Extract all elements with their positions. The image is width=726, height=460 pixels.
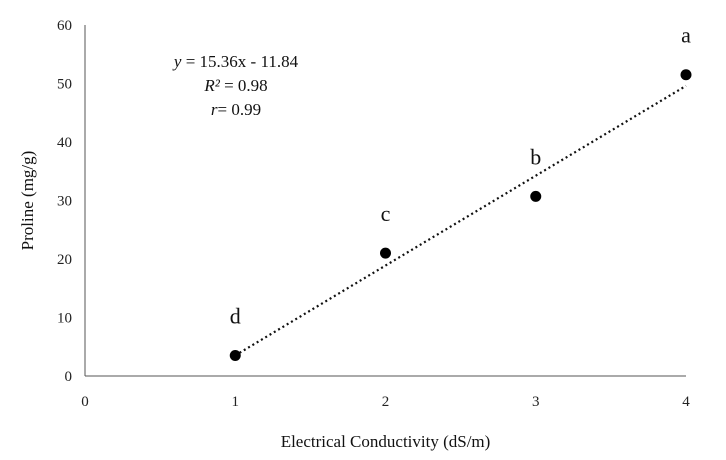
r-squared-value: = 0.98 — [220, 76, 268, 95]
x-tick-labels: 0 1 2 3 4 — [81, 394, 690, 410]
r-squared-variable: R² — [203, 76, 220, 95]
x-tick-label: 3 — [532, 394, 540, 410]
y-tick-label: 60 — [57, 18, 72, 34]
data-point — [380, 247, 391, 259]
y-tick-label: 0 — [65, 369, 73, 385]
equation-body: = 15.36x - 11.84 — [181, 52, 298, 71]
data-point — [530, 190, 542, 202]
data-point-label: c — [381, 201, 391, 226]
data-point — [229, 350, 241, 362]
x-tick-label: 0 — [81, 394, 89, 410]
x-axis-title: Electrical Conductivity (dS/m) — [281, 432, 491, 451]
y-tick-label: 50 — [57, 77, 72, 93]
data-point — [680, 69, 692, 81]
axes — [84, 25, 686, 377]
regression-equation: y = 15.36x - 11.84 — [172, 52, 299, 71]
y-tick-label: 20 — [57, 252, 72, 268]
equation-variable: y — [172, 52, 182, 71]
y-tick-label: 30 — [57, 194, 72, 210]
x-tick-label: 4 — [682, 394, 690, 410]
correlation-label: r= 0.99 — [211, 100, 261, 119]
y-axis-title: Proline (mg/g) — [18, 151, 37, 251]
x-tick-label: 2 — [382, 394, 390, 410]
trendline — [234, 84, 687, 357]
data-point-label: a — [681, 23, 691, 48]
y-tick-labels: 0 10 20 30 40 50 60 — [57, 18, 72, 385]
y-tick-label: 10 — [57, 311, 72, 327]
point-labels: d c b a — [230, 23, 691, 329]
y-tick-label: 40 — [57, 135, 72, 151]
x-tick-label: 1 — [232, 394, 240, 410]
data-points — [229, 69, 692, 362]
correlation-variable: r — [211, 100, 218, 119]
data-point-label: b — [530, 144, 541, 169]
data-point-label: d — [230, 304, 241, 329]
correlation-value: = 0.99 — [218, 100, 262, 119]
r-squared-label: R² = 0.98 — [203, 76, 267, 95]
